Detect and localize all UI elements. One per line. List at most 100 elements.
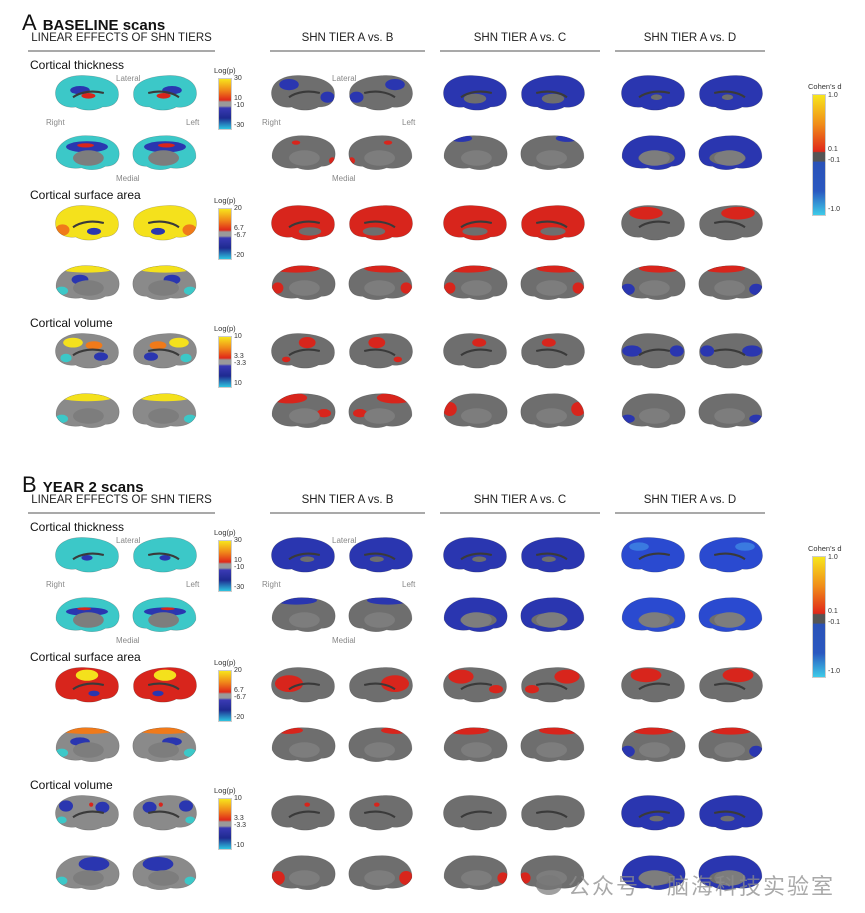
column-rule [440,50,600,52]
logp-colorbar-volume-tick: 3.3 [234,353,244,360]
brain-panel-surface-area-col0 [52,664,202,774]
section-name: BASELINE scans [42,17,166,34]
column-rule [28,50,215,52]
column-header-1: SHN TIER A vs. B [301,494,394,506]
logp-colorbar-surface-area-tick: -6.7 [234,232,247,239]
logp-colorbar-volume-title: Log(p) [214,786,236,795]
brain-panel-thickness-col0 [52,72,202,182]
cohens-d-colorbar-tick: 0.1 [828,608,838,616]
brain-panel-surface-area-col2 [440,664,590,774]
logp-colorbar-volume-tick: 10 [234,795,242,802]
column-header-1: SHN TIER A vs. B [301,32,394,44]
orientation-lateral: Lateral [332,74,357,83]
logp-colorbar-thickness-tick: 30 [234,537,242,544]
logp-colorbar-thickness-tick: -30 [234,583,245,591]
brain-panel-volume-col2 [440,330,590,440]
logp-colorbar-thickness-title: Log(p) [214,66,236,75]
logp-colorbar-surface-area-tick: 6.7 [234,687,244,694]
brain-panel-thickness-col2 [440,534,590,644]
column-header-2: SHN TIER A vs. C [473,32,567,44]
logp-colorbar-thickness-tick: -10 [234,564,245,571]
brain-panel-thickness-col1 [268,534,418,644]
column-rule [615,50,765,52]
brain-panel-thickness-col3 [618,72,768,182]
row-label-volume: Cortical volume [30,316,113,330]
logp-colorbar-thickness-title: Log(p) [214,528,236,537]
logp-colorbar-surface-area-tick: 6.7 [234,225,244,232]
column-rule [615,512,765,514]
orientation-lateral: Lateral [116,74,141,83]
logp-colorbar-surface-area-tick: 20 [234,205,242,212]
orientation-right: Right [262,580,281,589]
orientation-left: Left [402,580,416,589]
section-title-B: B YEAR 2 scans [22,472,144,498]
orientation-right: Right [46,118,65,127]
logp-colorbar-surface-area [218,208,232,260]
logp-colorbar-volume [218,798,232,850]
orientation-left: Left [186,580,200,589]
brain-panel-volume-col1 [268,330,418,440]
column-rule [270,50,425,52]
logp-colorbar-volume-tick: 10 [234,379,242,387]
brain-panel-volume-col3 [618,792,768,902]
orientation-left: Left [186,118,200,127]
row-label-thickness: Cortical thickness [30,58,125,72]
cohens-d-colorbar-tick: 1.0 [828,92,838,100]
row-label-surface-area: Cortical surface area [30,650,141,664]
cohens-d-colorbar [812,556,826,678]
cohens-d-colorbar-tick: -1.0 [828,206,841,214]
logp-colorbar-thickness-tick: -10 [234,102,245,109]
brain-panel-surface-area-col3 [618,664,768,774]
column-header-0: LINEAR EFFECTS OF SHN TIERS [31,494,212,506]
orientation-medial: Medial [116,174,140,183]
brain-panel-surface-area-col0 [52,202,202,312]
column-rule [440,512,600,514]
column-header-2: SHN TIER A vs. C [473,494,567,506]
logp-colorbar-surface-area-tick: -6.7 [234,694,247,701]
logp-colorbar-volume-tick: 3.3 [234,815,244,822]
logp-colorbar-thickness-tick: 10 [234,95,242,102]
logp-colorbar-thickness-tick: 10 [234,557,242,564]
row-label-thickness: Cortical thickness [30,520,125,534]
logp-colorbar-volume-tick: -10 [234,841,245,849]
brain-panel-thickness-col1 [268,72,418,182]
logp-colorbar-volume-tick: -3.3 [234,822,247,829]
cohens-d-colorbar-tick: -0.1 [828,157,841,165]
logp-colorbar-surface-area-tick: -20 [234,713,245,721]
logp-colorbar-volume-title: Log(p) [214,324,236,333]
watermark-text: 公众号 · 脑海科技实验室 [568,875,835,900]
row-label-surface-area: Cortical surface area [30,188,141,202]
brain-panel-thickness-col0 [52,534,202,644]
section-title-A: A BASELINE scans [22,10,165,36]
column-header-3: SHN TIER A vs. D [643,32,737,44]
brain-panel-surface-area-col3 [618,202,768,312]
logp-colorbar-volume-tick: -3.3 [234,360,247,367]
cohens-d-colorbar [812,94,826,216]
cohens-d-colorbar-title: Cohen's d [808,82,842,91]
logp-colorbar-thickness [218,540,232,592]
logp-colorbar-surface-area-tick: 20 [234,667,242,674]
orientation-lateral: Lateral [332,536,357,545]
column-header-0: LINEAR EFFECTS OF SHN TIERS [31,32,212,44]
logp-colorbar-surface-area [218,670,232,722]
column-rule [28,512,215,514]
brain-panel-surface-area-col1 [268,664,418,774]
logp-colorbar-thickness-tick: 30 [234,75,242,82]
logp-colorbar-volume [218,336,232,388]
brain-panel-volume-col0 [52,330,202,440]
cohens-d-colorbar-tick: -1.0 [828,668,841,676]
orientation-lateral: Lateral [116,536,141,545]
cohens-d-colorbar-tick: 1.0 [828,554,838,562]
logp-colorbar-surface-area-title: Log(p) [214,658,236,667]
brain-panel-surface-area-col2 [440,202,590,312]
orientation-right: Right [262,118,281,127]
watermark: 公众号 · 脑海科技实验室 [536,869,835,901]
column-rule [270,512,425,514]
section-letter: B [22,472,37,497]
cohens-d-colorbar-tick: 0.1 [828,146,838,154]
wechat-logo-icon [536,875,563,895]
logp-colorbar-surface-area-title: Log(p) [214,196,236,205]
orientation-medial: Medial [332,174,356,183]
orientation-left: Left [402,118,416,127]
logp-colorbar-volume-tick: 10 [234,333,242,340]
